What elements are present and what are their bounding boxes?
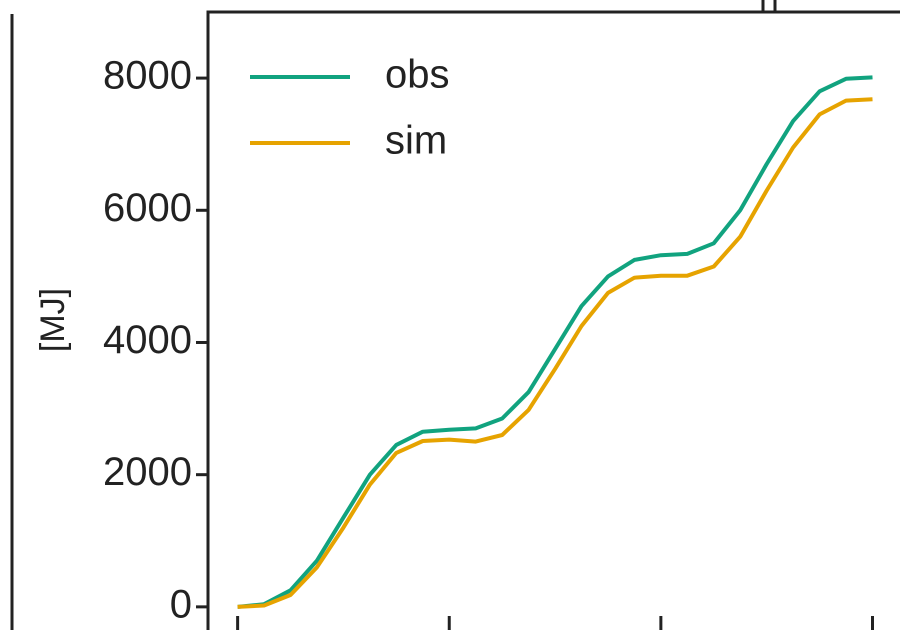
axes-frame <box>206 10 900 630</box>
y-axis-label: [MJ] <box>34 288 72 352</box>
series-line <box>237 75 873 609</box>
y-tick-label: 6000 <box>103 186 192 230</box>
y-tick-label: 8000 <box>103 54 192 98</box>
series-line <box>237 97 873 609</box>
y-tick-label: 0 <box>170 582 192 626</box>
y-tick-label: 2000 <box>103 450 192 494</box>
legend-label: obs <box>385 53 450 97</box>
y-tick-label: 4000 <box>103 318 192 362</box>
legend-label: sim <box>385 119 447 163</box>
